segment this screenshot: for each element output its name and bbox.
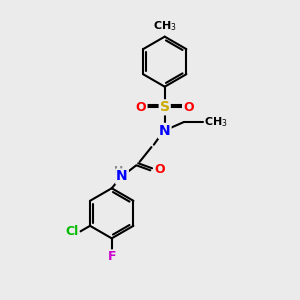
Text: CH$_3$: CH$_3$ <box>205 115 228 129</box>
Text: O: O <box>136 101 146 114</box>
Text: N: N <box>116 169 128 184</box>
Text: CH$_3$: CH$_3$ <box>153 19 177 33</box>
Text: S: S <box>160 100 170 114</box>
Text: O: O <box>183 101 194 114</box>
Text: H: H <box>114 166 123 176</box>
Text: O: O <box>154 163 165 176</box>
Text: N: N <box>159 124 170 138</box>
Text: Cl: Cl <box>66 225 79 238</box>
Text: F: F <box>107 250 116 263</box>
